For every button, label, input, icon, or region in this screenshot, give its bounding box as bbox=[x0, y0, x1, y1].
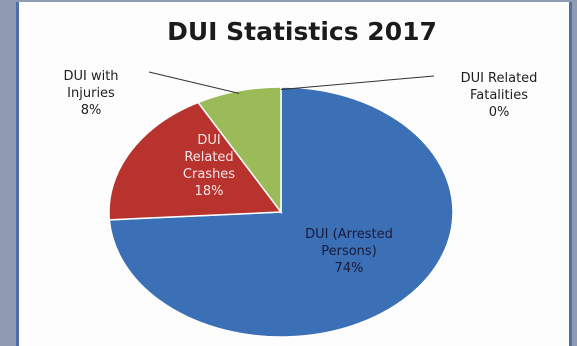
slice-label-0: DUI (Arrested Persons) 74% bbox=[305, 227, 393, 276]
chart-title: DUI Statistics 2017 bbox=[167, 17, 437, 46]
slice-label-1: DUI Related Crashes 18% bbox=[183, 133, 235, 199]
pie-slice-2 bbox=[196, 86, 282, 215]
pie-slice-1 bbox=[108, 101, 283, 221]
leader-line-3 bbox=[280, 75, 435, 90]
slice-labels: DUI (Arrested Persons) 74% DUI Related Crashe… bbox=[63, 69, 537, 276]
pie-slices bbox=[108, 86, 454, 338]
leader-lines bbox=[148, 71, 435, 94]
chart-frame: DUI Statistics 2017 DUI (Arrested Persons… bbox=[16, 2, 572, 346]
pie-chart: DUI Statistics 2017 DUI (Arrested Persons… bbox=[63, 17, 537, 338]
slice-label-3: DUI Related Fatalities 0% bbox=[461, 71, 538, 120]
slice-label-2: DUI with Injuries 8% bbox=[63, 69, 118, 118]
leader-line-2 bbox=[148, 71, 240, 94]
